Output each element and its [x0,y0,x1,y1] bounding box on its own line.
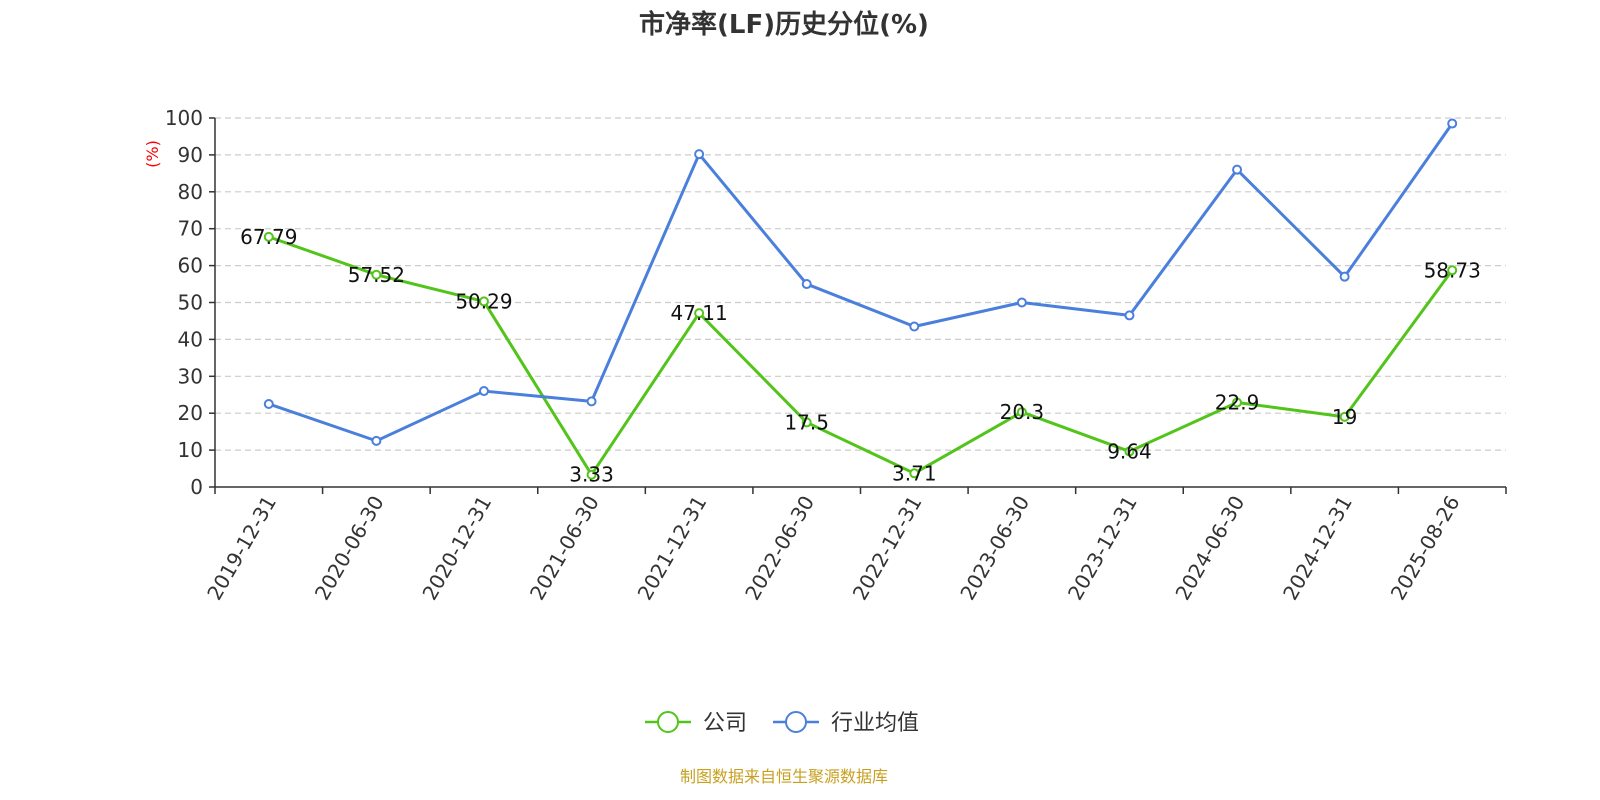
data-labels: 67.79 57.52 50.29 3.33 47.11 17.5 3.71 20.3 9.64… [240,225,1481,487]
data-point[interactable] [1016,297,1027,308]
y-tick-label: 80 [178,180,203,204]
data-point[interactable] [371,435,382,446]
data-label: 9.64 [1107,439,1152,463]
series-line-company [268,235,1454,477]
x-tick-label: 2024-06-30 [1170,492,1249,605]
y-tick-label: 70 [178,217,203,241]
data-point[interactable] [694,308,705,319]
x-tick-label: 2021-06-30 [525,492,604,605]
data-point[interactable] [909,468,920,479]
y-tick-label: 100 [165,106,203,130]
x-tick-label: 2022-12-31 [848,492,927,605]
y-tick-label: 10 [178,438,203,462]
y-tick-label: 90 [178,143,203,167]
data-point[interactable] [1016,407,1027,418]
data-label: 67.79 [240,225,297,249]
grid-lines [215,117,1506,451]
data-label: 58.73 [1424,258,1481,282]
data-point[interactable] [263,231,274,242]
x-tick-label: 2023-12-31 [1063,492,1142,605]
source-note: 制图数据来自恒生聚源数据库 [679,767,888,786]
x-tick-label: 2020-06-30 [310,492,389,605]
x-tick-label: 2022-06-30 [740,492,819,605]
data-point[interactable] [586,469,597,480]
data-point[interactable] [1124,310,1135,321]
data-label: 47.11 [670,301,727,325]
data-point[interactable] [1124,446,1135,457]
legend[interactable]: 公司 行业均值 [645,711,919,736]
data-label: 3.33 [569,463,614,487]
data-point[interactable] [694,149,705,160]
data-point[interactable] [371,269,382,280]
data-point[interactable] [586,396,597,407]
legend-label: 公司 [703,711,747,736]
data-point[interactable] [1447,265,1458,276]
data-point[interactable] [1339,411,1350,422]
data-label: 57.52 [348,263,405,287]
data-point[interactable] [1447,118,1458,129]
y-tick-label: 30 [178,364,203,388]
data-point[interactable] [801,417,812,428]
data-label: 3.71 [892,461,937,485]
data-label: 22.9 [1215,390,1260,414]
data-point[interactable] [1232,397,1243,408]
x-tick-label: 2020-12-31 [417,492,496,605]
y-axis-ticks: 0 10 20 30 40 50 60 70 80 90 100 [165,106,215,499]
y-tick-label: 60 [178,254,203,278]
data-label: 19 [1332,405,1357,429]
legend-item-company[interactable]: 公司 [645,711,747,736]
data-label: 50.29 [455,289,512,313]
data-point[interactable] [801,279,812,290]
legend-marker [785,711,807,733]
legend-label: 行业均值 [831,711,919,736]
legend-marker [657,711,679,733]
x-tick-label: 2025-08-26 [1386,492,1465,605]
y-tick-label: 50 [178,291,203,315]
y-axis-unit-label: (%) [143,140,162,168]
y-tick-label: 20 [178,401,203,425]
x-tick-label: 2024-12-31 [1278,492,1357,605]
data-point[interactable] [478,296,489,307]
data-point[interactable] [1339,271,1350,282]
y-tick-label: 0 [190,475,203,499]
data-point[interactable] [909,321,920,332]
x-axis-ticks: 2019-12-31 2020-06-30 2020-12-31 2021-06-30… [202,487,1507,605]
x-tick-label: 2021-12-31 [633,492,712,605]
chart-title: 市净率(LF)历史分位(%) [639,10,929,40]
data-label: 20.3 [1000,400,1045,424]
legend-item-industry[interactable]: 行业均值 [773,711,919,736]
x-tick-label: 2019-12-31 [202,492,281,605]
y-tick-label: 40 [178,327,203,351]
series-line-industry [268,122,1454,443]
data-point[interactable] [478,386,489,397]
data-point[interactable] [1232,164,1243,175]
data-point[interactable] [263,398,274,409]
series-group [263,118,1458,480]
data-label: 17.5 [784,410,829,434]
x-tick-label: 2023-06-30 [955,492,1034,605]
